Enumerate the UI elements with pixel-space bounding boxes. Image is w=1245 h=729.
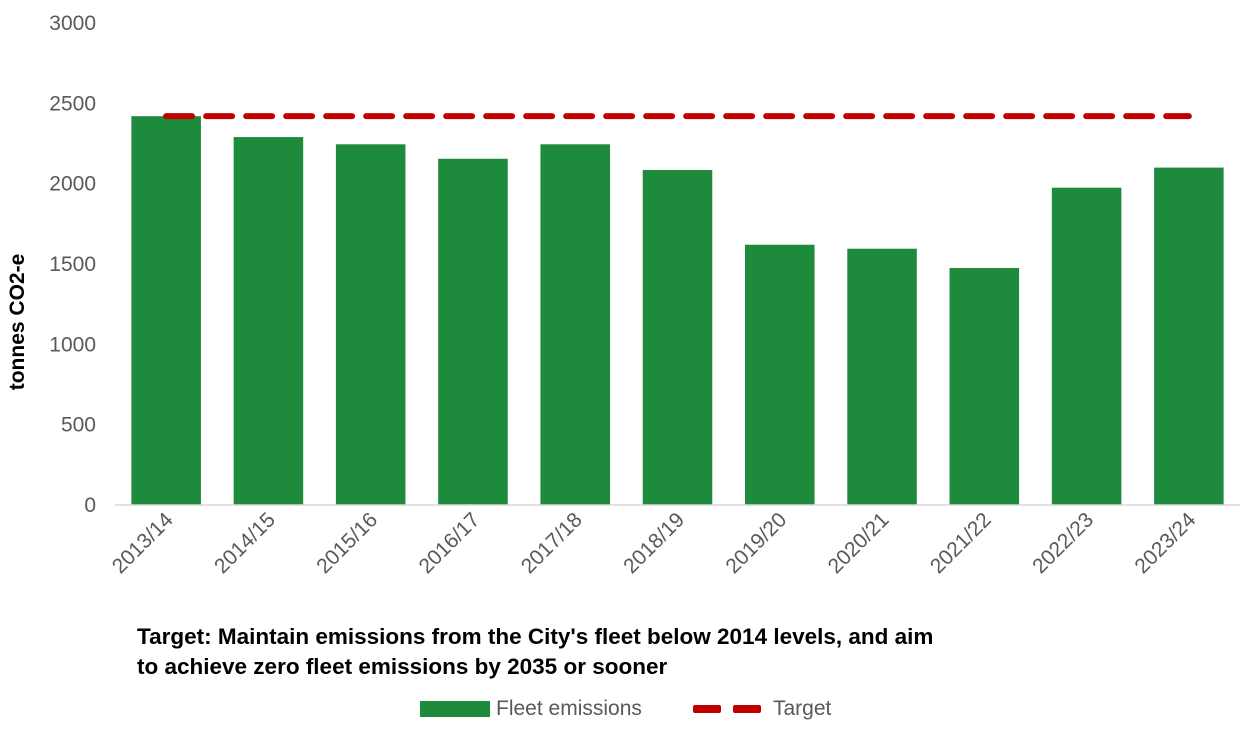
- x-tick-label: 2014/15: [210, 508, 280, 578]
- y-tick-label: 2000: [49, 173, 96, 196]
- legend-swatch-dashed-line: [693, 705, 767, 713]
- bar-2022-23: [1051, 187, 1122, 505]
- target-note-line-2: to achieve zero fleet emissions by 2035 …: [137, 654, 668, 679]
- x-tick-label: 2017/18: [517, 508, 587, 578]
- x-tick-label: 2022/23: [1028, 508, 1098, 578]
- legend-swatch-bar: [420, 701, 490, 717]
- y-tick-label: 1500: [49, 253, 96, 276]
- bar-2021-22: [949, 268, 1020, 505]
- bar-2019-20: [745, 244, 815, 505]
- bar-2020-21: [847, 248, 917, 505]
- bar-2013-14: [131, 116, 201, 505]
- legend-item-target: Target: [693, 694, 831, 724]
- x-tick-label: 2016/17: [415, 508, 485, 578]
- legend-item-fleet-emissions: Fleet emissions: [420, 694, 642, 724]
- y-axis-label: tonnes CO2-e: [6, 254, 29, 391]
- x-tick-label: 2015/16: [312, 508, 382, 578]
- bar-2018-19: [642, 170, 713, 505]
- bar-2016-17: [438, 158, 508, 505]
- x-tick-label: 2023/24: [1130, 508, 1200, 578]
- legend-label-target: Target: [773, 697, 832, 720]
- target-note-line-1: Target: Maintain emissions from the City…: [137, 624, 934, 649]
- y-tick-label: 0: [84, 494, 96, 517]
- target-note: Target: Maintain emissions from the City…: [137, 622, 1137, 682]
- x-tick-label: 2018/19: [619, 508, 689, 578]
- x-tick-label: 2020/21: [824, 508, 894, 578]
- y-tick-label: 2500: [49, 92, 96, 115]
- bar-2017-18: [540, 144, 610, 505]
- bar-2014-15: [233, 137, 304, 505]
- y-tick-label: 1000: [49, 333, 96, 356]
- legend: Fleet emissions Target: [0, 694, 1245, 724]
- bar-2015-16: [335, 144, 406, 505]
- y-tick-label: 500: [61, 414, 96, 437]
- bar-2023-24: [1154, 167, 1224, 505]
- x-tick-label: 2021/22: [926, 508, 996, 578]
- x-tick-label: 2013/14: [108, 508, 178, 578]
- x-tick-label: 2019/20: [721, 508, 791, 578]
- y-tick-label: 3000: [49, 12, 96, 35]
- legend-label-fleet-emissions: Fleet emissions: [496, 697, 642, 720]
